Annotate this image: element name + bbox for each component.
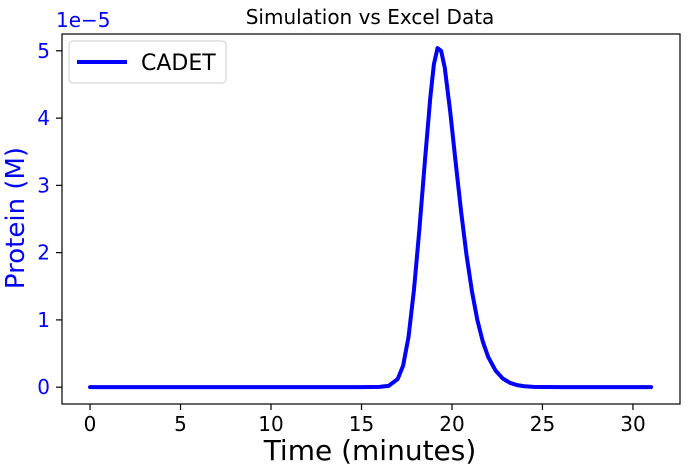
x-tick-label: 25 [530,412,555,436]
x-tick-label: 20 [439,412,464,436]
x-tick-label: 15 [349,412,374,436]
x-axis-label: Time (minutes) [263,434,477,467]
plot-area: 0 5 10 15 20 25 30 0 1 2 3 4 5 CADET [37,33,681,436]
y-tick-label: 2 [37,241,50,265]
x-tick-label: 0 [84,412,97,436]
legend-box [68,40,227,84]
y-offset-label: 1e−5 [56,8,111,32]
chart-title: Simulation vs Excel Data [246,5,495,29]
series-line-cadet [88,46,654,390]
y-tick-label: 3 [37,173,50,197]
plot-frame [61,33,681,405]
y-tick-label: 0 [37,375,50,399]
legend-label: CADET [141,51,216,76]
y-tick-label: 1 [37,308,50,332]
x-tick-label: 30 [620,412,645,436]
x-tick-label: 5 [174,412,187,436]
y-tick-label: 4 [37,106,50,130]
y-tick-label: 5 [37,39,50,63]
x-tick-label: 10 [258,412,283,436]
y-axis-label: Protein (M) [1,147,31,289]
